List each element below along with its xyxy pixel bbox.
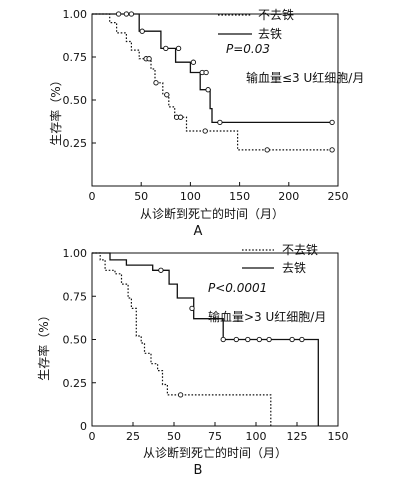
- panel-b-legend-label-no-chelation: 不去铁: [282, 243, 318, 257]
- panel-b-x-tick-label-1: 25: [126, 430, 140, 443]
- panel-a-x-tick-label-5: 250: [328, 190, 349, 203]
- panel-a-legend-label-chelation: 去铁: [258, 27, 282, 41]
- panel-a-censor-no-chelation-8: [330, 148, 334, 152]
- panel-a-censor-chelation-5: [176, 46, 180, 50]
- panel-b-censor-chelation-5: [257, 337, 261, 341]
- panel-a-frame: [92, 14, 338, 186]
- panel-b-censor-no-chelation-0: [178, 393, 182, 397]
- panel-b: 0 25 50 75 100 125 150 0 0.25 0.50 0.75 1.00 生存率（%）…: [36, 243, 349, 478]
- panel-a-censor-no-chelation-7: [265, 148, 269, 152]
- panel-b-p-value: P<0.0001: [208, 281, 267, 295]
- panel-a-censor-no-chelation-2: [154, 81, 158, 85]
- panel-b-x-tick-label-0: 0: [89, 430, 96, 443]
- panel-b-censor-chelation-4: [246, 337, 250, 341]
- panel-b-censor-chelation-3: [234, 337, 238, 341]
- panel-a-y-tick-label-1: 0.50: [63, 94, 88, 107]
- panel-a-censor-chelation-6: [191, 60, 195, 64]
- panel-a-censor-chelation-4: [164, 46, 168, 50]
- panel-a-censor-chelation-9: [206, 88, 210, 92]
- panel-a-censor-chelation-10: [218, 120, 222, 124]
- panel-a-curve-chelation: [92, 14, 333, 122]
- panel-a-censor-no-chelation-1: [147, 57, 151, 61]
- panel-b-censor-chelation-6: [267, 337, 271, 341]
- panel-b-y-tick-label-1: 0.25: [63, 377, 88, 390]
- panel-a-censor-no-chelation-5: [178, 115, 182, 119]
- panel-b-x-tick-label-3: 75: [208, 430, 222, 443]
- panel-a-censor-chelation-2: [129, 12, 133, 16]
- panel-b-censor-chelation-7: [290, 337, 294, 341]
- panel-b-curves: [92, 253, 318, 426]
- panel-b-censor-chelation-1: [190, 306, 194, 310]
- panel-b-censor-chelation-8: [300, 337, 304, 341]
- panel-a-censor-chelation-1: [124, 12, 128, 16]
- panel-b-y-tick-label-0: 0: [80, 420, 87, 433]
- panel-a-censor-chelation-3: [140, 29, 144, 33]
- panel-a-y-tick-label-3: 1.00: [63, 8, 88, 21]
- panel-b-y-tick-label-4: 1.00: [63, 247, 88, 260]
- panel-a-censor-chelation-8: [204, 70, 208, 74]
- panel-b-y-axis-title: 生存率（%）: [36, 309, 51, 380]
- panel-b-x-tick-label-2: 50: [167, 430, 181, 443]
- panel-a-ticks: 0 50 100 150 200 250 0.25 0.50 0.75 1.00: [63, 8, 349, 203]
- panel-a-censor-no-chelation-6: [203, 129, 207, 133]
- panel-b-transfusion-note: 输血量>3 U红细胞/月: [208, 309, 326, 324]
- panel-a-transfusion-note: 输血量≤3 U红细胞/月: [246, 70, 364, 85]
- panel-b-x-axis-title: 从诊断到死亡的时间（月）: [143, 445, 287, 460]
- panel-a-x-tick-label-3: 150: [229, 190, 250, 203]
- panel-a-x-tick-label-0: 0: [89, 190, 96, 203]
- panel-a-x-tick-label-1: 50: [134, 190, 148, 203]
- panel-b-curve-chelation: [92, 253, 318, 426]
- panel-b-ticks: 0 25 50 75 100 125 150 0 0.25 0.50 0.75 1.00: [63, 247, 349, 443]
- panel-b-x-tick-label-6: 150: [328, 430, 349, 443]
- panel-a-censor-chelation-11: [330, 120, 334, 124]
- panel-a-y-tick-label-2: 0.75: [63, 51, 88, 64]
- panel-a-p-value: P=0.03: [226, 42, 270, 56]
- panel-b-x-tick-label-5: 125: [287, 430, 308, 443]
- panel-a: 0 50 100 150 200 250 0.25 0.50 0.75 1.00 生存率（%） 从…: [48, 8, 364, 239]
- panel-a-y-axis-title: 生存率（%）: [48, 74, 63, 145]
- panel-a-censor-chelation-0: [116, 12, 120, 16]
- panel-a-censor-no-chelation-3: [165, 93, 169, 97]
- panel-b-legend-label-chelation: 去铁: [282, 261, 306, 275]
- panel-a-y-tick-label-0: 0.25: [63, 137, 88, 150]
- panel-a-label: A: [194, 224, 203, 239]
- panel-a-x-axis-title: 从诊断到死亡的时间（月）: [140, 206, 284, 221]
- panel-a-x-tick-label-2: 100: [180, 190, 201, 203]
- panel-b-y-tick-label-2: 0.50: [63, 334, 88, 347]
- panel-a-x-tick-label-4: 200: [278, 190, 299, 203]
- panel-b-label: B: [194, 463, 203, 478]
- panel-b-x-tick-label-4: 100: [246, 430, 267, 443]
- panel-b-censor-chelation-0: [159, 268, 163, 272]
- panel-b-y-tick-label-3: 0.75: [63, 290, 88, 303]
- panel-b-censor-chelation-2: [221, 337, 225, 341]
- panel-a-legend-label-no-chelation: 不去铁: [258, 8, 294, 22]
